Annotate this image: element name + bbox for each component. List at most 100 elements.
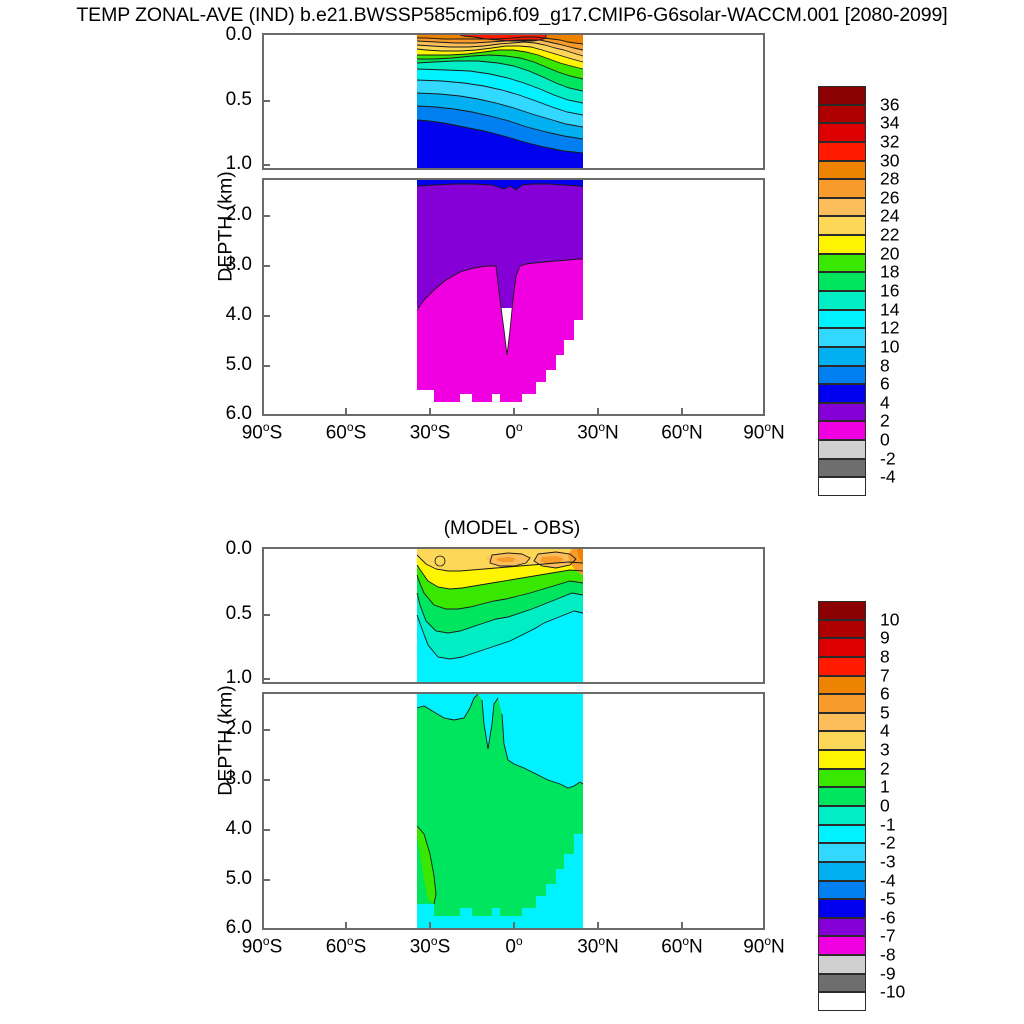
difference-tick-lower-4.0	[262, 829, 270, 831]
colorbar-swatch	[818, 402, 866, 422]
colorbar-swatch	[818, 843, 866, 862]
colorbar-swatch	[818, 309, 866, 329]
colorbar-label: 0	[880, 795, 890, 816]
difference-xtick-mark-0	[513, 922, 515, 930]
colorbar-label: -4	[880, 466, 896, 487]
difference-tick-upper-0.5	[262, 614, 270, 616]
colorbar-label: 24	[880, 205, 900, 226]
difference-xtick-mark-60N	[681, 922, 683, 930]
colorbar-label: 16	[880, 280, 900, 301]
difference-upper-plotarea	[264, 549, 763, 682]
difference-tick-upper-1.0	[262, 678, 270, 680]
model-ytick-5.0: 5.0	[225, 354, 252, 375]
model-xtick-mark-60N	[681, 408, 683, 416]
colorbar-label: -2	[880, 832, 896, 853]
difference-upper-contour-lines	[416, 551, 584, 660]
model-tick-lower-3.0	[262, 265, 270, 267]
colorbar-swatch	[818, 346, 866, 366]
model-tick-lower-2.0	[262, 215, 270, 217]
colorbar-swatch	[818, 160, 866, 180]
model-lower-contours	[417, 180, 583, 402]
colorbar-label: 2	[880, 758, 890, 779]
colorbar-label: 5	[880, 702, 890, 723]
colorbar-label: 10	[880, 609, 900, 630]
colorbar-swatch	[818, 421, 866, 441]
difference-ytick-1.0: 1.0	[225, 667, 252, 688]
colorbar-swatch	[818, 675, 866, 695]
colorbar-swatch	[818, 992, 866, 1011]
model-lower-plotarea	[264, 180, 763, 414]
colorbar-swatch	[818, 123, 866, 142]
model-upper-contours	[417, 35, 583, 168]
colorbar-label: 12	[880, 317, 900, 338]
difference-xtick-90S: 90oS	[241, 934, 283, 958]
colorbar-label: 26	[880, 187, 900, 208]
difference-subtitle: (MODEL - OBS)	[443, 518, 581, 539]
model-xtick-0: 0o	[505, 420, 523, 444]
colorbar-label: 8	[880, 355, 890, 376]
colorbar-swatch	[818, 619, 866, 639]
colorbar-temperature: 36 34 32 30 28 26 24 22 20 18 16 14 12 10 8 6 4 2 0 -2 -4	[818, 86, 899, 496]
model-upper-contour-lines	[416, 35, 584, 154]
colorbar-swatch	[818, 731, 866, 751]
difference-xtick-mark-30S	[429, 922, 431, 930]
colorbar-swatch	[818, 328, 866, 347]
colorbar-swatch	[818, 880, 866, 900]
colorbar-swatch	[818, 861, 866, 881]
model-xtick-90S: 90oS	[241, 420, 283, 444]
colorbar-label: -6	[880, 907, 896, 928]
colorbar-swatch	[818, 104, 866, 124]
difference-ytick-2.0: 2.0	[225, 718, 252, 739]
model-xtick-90N: 90oN	[743, 420, 785, 444]
colorbar-label: 32	[880, 131, 900, 152]
colorbar-swatch	[818, 656, 866, 676]
difference-lower-contour-lines	[416, 694, 584, 905]
model-ytick-3.0: 3.0	[225, 254, 252, 275]
colorbar-label: 3	[880, 739, 890, 760]
colorbar-swatch	[818, 179, 866, 198]
model-xtick-30N: 30oN	[577, 420, 619, 444]
colorbar-label: 2	[880, 410, 890, 431]
colorbar-label: -4	[880, 870, 896, 891]
model-ytick-2.0: 2.0	[225, 204, 252, 225]
colorbar-difference: 10 9 8 7 6 5 4 3 2 1 0 -1 -2 -3 -4 -5 -6 -7 -8 -9 -10	[818, 601, 905, 1011]
model-xtick-mark-30N	[597, 408, 599, 416]
colorbar-label: 18	[880, 261, 900, 282]
colorbar-swatch	[818, 936, 866, 956]
colorbar-swatch	[818, 917, 866, 937]
difference-ytick-0.5: 0.5	[225, 603, 252, 624]
model-xtick-60S: 60oS	[325, 420, 367, 444]
colorbar-swatch	[818, 291, 866, 310]
difference-lower-contours	[417, 694, 583, 928]
difference-tick-lower-2.0	[262, 729, 270, 731]
colorbar-swatch	[818, 235, 866, 254]
model-xtick-mark-60S	[345, 408, 347, 416]
colorbar-swatch	[818, 787, 866, 806]
colorbar-label: -7	[880, 925, 896, 946]
colorbar-swatch	[818, 601, 866, 620]
colorbar-label: 14	[880, 299, 900, 320]
colorbar-swatch	[818, 806, 866, 825]
model-tick-upper-1.0	[262, 164, 270, 166]
colorbar-label: -10	[880, 981, 906, 1002]
colorbar-swatch	[818, 824, 866, 844]
colorbar-label: 10	[880, 336, 900, 357]
model-xtick-60N: 60oN	[661, 420, 703, 444]
difference-lower-plotarea	[264, 694, 763, 928]
colorbar-swatch	[818, 955, 866, 974]
difference-ytick-0.0: 0.0	[225, 538, 252, 559]
difference-ytick-5.0: 5.0	[225, 868, 252, 889]
colorbar-label: -5	[880, 888, 896, 909]
difference-xtick-30N: 30oN	[577, 934, 619, 958]
model-ytick-0.0: 0.0	[225, 24, 252, 45]
colorbar-swatch	[818, 253, 866, 273]
figure-title: TEMP ZONAL-AVE (IND) b.e21.BWSSP585cmip6…	[76, 4, 948, 26]
colorbar-swatch	[818, 86, 866, 105]
model-ytick-4.0: 4.0	[225, 304, 252, 325]
colorbar-swatch	[818, 973, 866, 993]
colorbar-label: 6	[880, 373, 890, 394]
colorbar-swatch	[818, 141, 866, 161]
colorbar-label: 7	[880, 665, 890, 686]
difference-xtick-mark-60S	[345, 922, 347, 930]
difference-xtick-mark-30N	[597, 922, 599, 930]
